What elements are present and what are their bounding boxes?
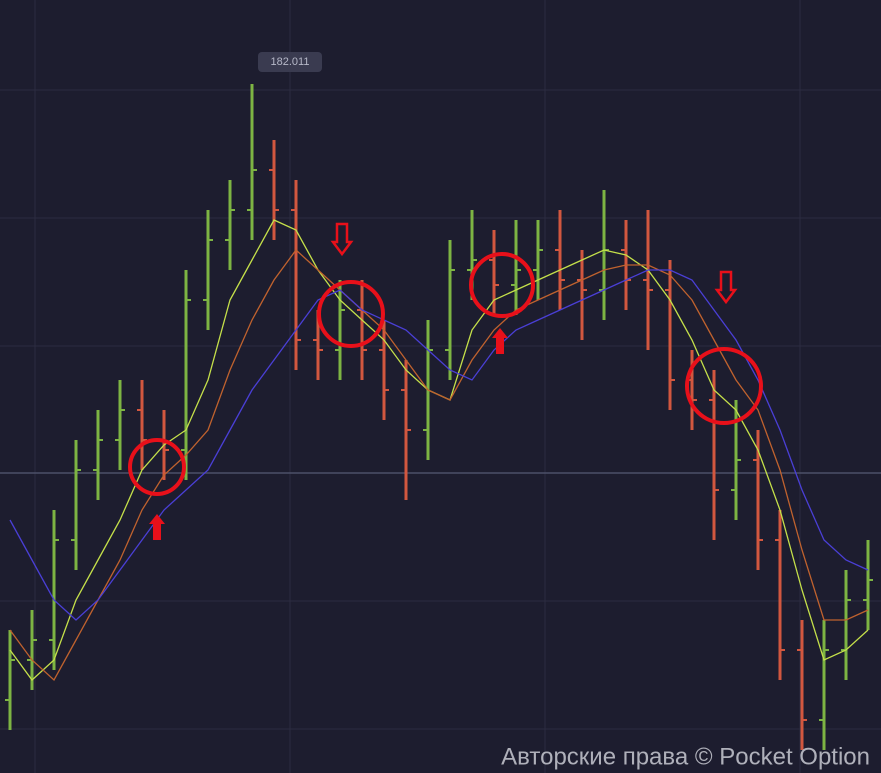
signal-circle [685, 347, 763, 425]
high-label-box [258, 52, 322, 72]
signal-circle [317, 280, 385, 348]
high-label: 182.011 [271, 56, 310, 68]
moving-average [9, 219, 869, 681]
arrow-down [330, 222, 354, 257]
arrow-down [714, 270, 738, 305]
signal-circle [128, 438, 186, 496]
annotations [128, 222, 763, 540]
labels: 182.011 Авторские права © Pocket Option [258, 52, 870, 770]
arrow-up [149, 514, 165, 540]
signal-circle [469, 252, 535, 318]
moving-average [9, 249, 869, 682]
data-layer [0, 84, 881, 750]
arrow-up [492, 328, 508, 354]
watermark: Авторские права © Pocket Option [501, 743, 870, 770]
